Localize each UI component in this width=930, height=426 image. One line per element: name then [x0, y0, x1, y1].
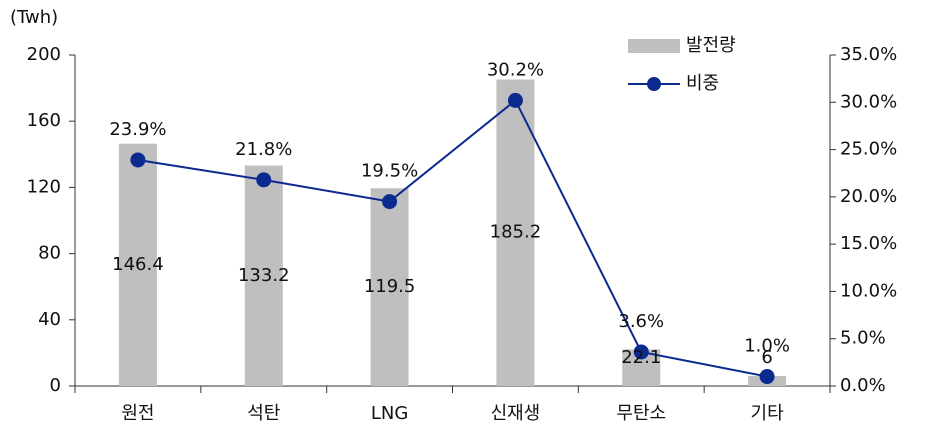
- marker: [130, 152, 146, 168]
- y-tick-label: 200: [27, 44, 61, 65]
- x-tick-label: 원전: [121, 403, 154, 424]
- line-value-label: 1.0%: [744, 336, 790, 357]
- bar-value-label: 146.4: [112, 254, 164, 275]
- x-tick-label: 신재생: [491, 403, 541, 424]
- bar-value-label: 133.2: [238, 265, 290, 286]
- bar: [118, 143, 157, 386]
- bar-value-label: 119.5: [364, 276, 416, 297]
- y2-tick-label: 30.0%: [840, 91, 897, 112]
- bar-value-label: 22.1: [621, 347, 661, 368]
- y-tick-label: 80: [38, 243, 61, 264]
- line-value-label: 3.6%: [618, 311, 664, 332]
- marker: [633, 344, 649, 360]
- y2-tick-label: 35.0%: [840, 44, 897, 65]
- line-value-label: 19.5%: [361, 161, 418, 182]
- legend-swatch: [628, 39, 680, 53]
- bar-value-label: 6: [761, 347, 772, 368]
- legend-label: 발전량: [686, 35, 736, 56]
- bar: [496, 79, 535, 386]
- y2-tick-label: 20.0%: [840, 186, 897, 207]
- y-axis-label: (Twh): [10, 7, 58, 28]
- marker: [382, 194, 398, 210]
- line: [137, 98, 768, 378]
- marker: [759, 369, 775, 385]
- x-tick-label: 무탄소: [616, 403, 666, 424]
- marker: [507, 92, 523, 108]
- line-value-label: 21.8%: [235, 139, 292, 160]
- legend-marker: [647, 77, 661, 91]
- bar: [370, 188, 409, 386]
- line-value-label: 30.2%: [487, 59, 544, 80]
- legend-label: 비중: [686, 73, 719, 94]
- bar-value-label: 185.2: [490, 222, 542, 243]
- y2-tick-label: 0.0%: [840, 375, 886, 396]
- y2-tick-label: 5.0%: [840, 328, 886, 349]
- y-tick-label: 160: [27, 110, 61, 131]
- y-tick-label: 120: [27, 176, 61, 197]
- x-tick-label: LNG: [371, 403, 408, 424]
- y-tick-label: 40: [38, 309, 61, 330]
- y2-tick-label: 15.0%: [840, 233, 897, 254]
- y2-tick-label: 25.0%: [840, 139, 897, 160]
- line-value-label: 23.9%: [109, 119, 166, 140]
- marker: [256, 172, 272, 188]
- x-tick-label: 기타: [751, 403, 785, 424]
- y2-tick-label: 10.0%: [840, 280, 897, 301]
- bar: [244, 165, 283, 386]
- x-tick-label: 석탄: [247, 403, 280, 424]
- y-tick-label: 0: [50, 375, 61, 396]
